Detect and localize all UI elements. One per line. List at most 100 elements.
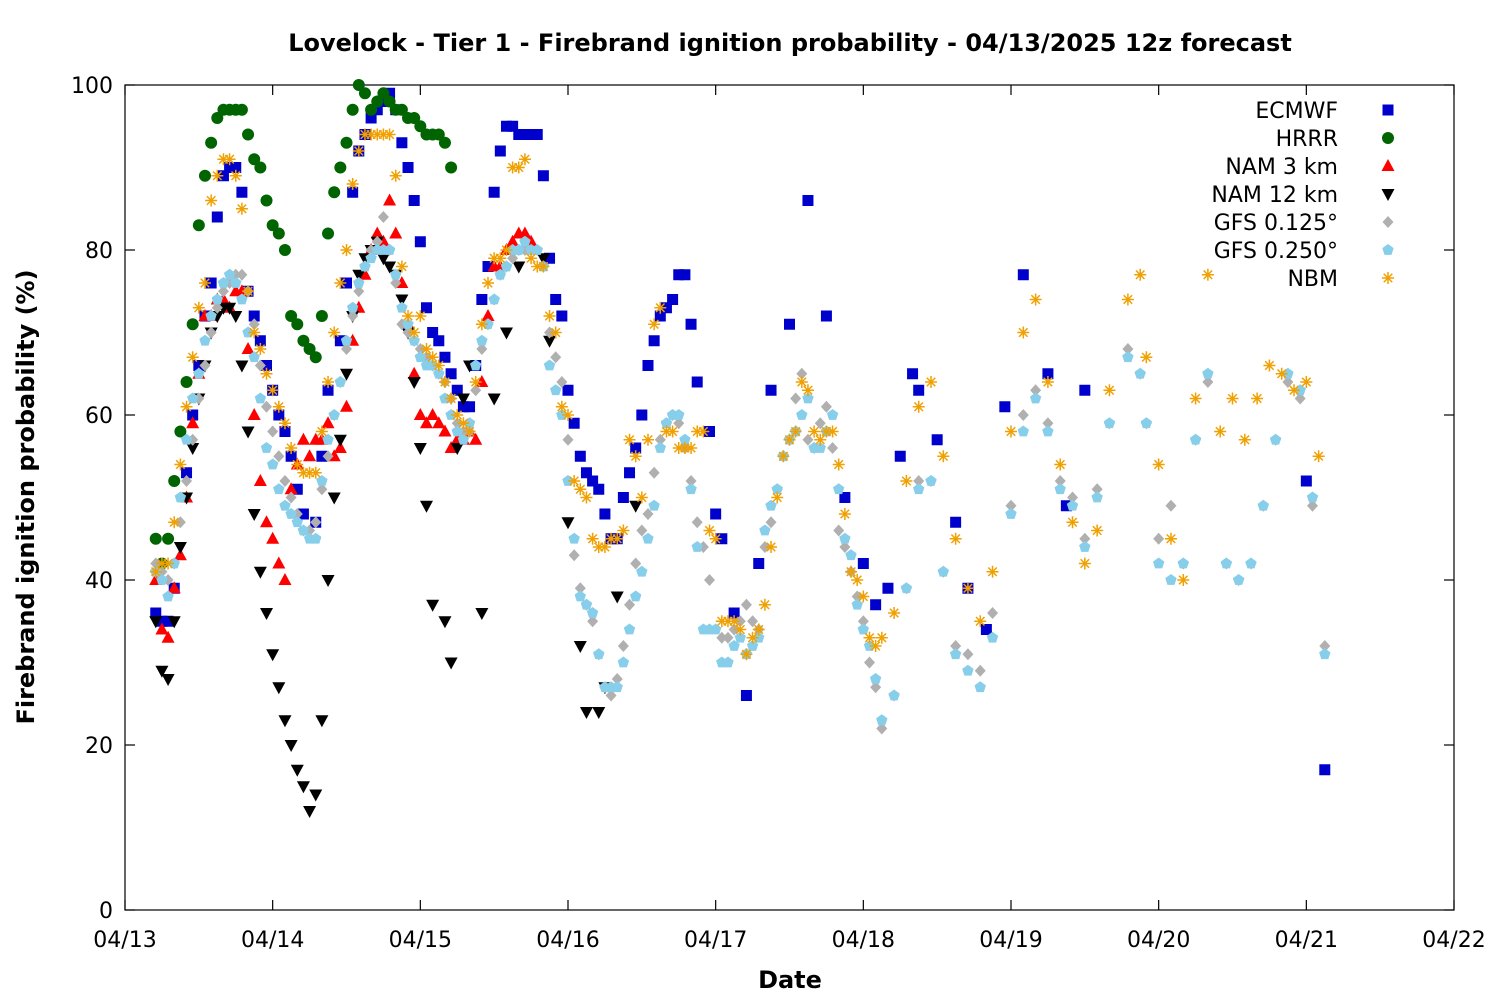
data-point-ecmwf: [1079, 384, 1091, 396]
data-point-nbm: [168, 516, 181, 529]
asterisk-stroke: [280, 418, 290, 429]
data-point-ecmwf: [673, 269, 685, 281]
data-point-gfs-0-250: [833, 483, 845, 495]
data-point-gfs-0-250: [211, 293, 223, 305]
asterisk-stroke: [427, 352, 438, 363]
data-point-nbm: [974, 615, 987, 628]
asterisk-stroke: [901, 476, 912, 486]
data-point-ecmwf: [999, 401, 1011, 413]
data-point-ecmwf: [882, 582, 894, 594]
data-point-gfs-0-125: [611, 673, 623, 685]
data-point-ecmwf: [980, 624, 992, 635]
data-point-gfs-0-125: [605, 689, 617, 702]
asterisk-stroke: [274, 401, 284, 412]
data-point-gfs-0-250: [550, 384, 562, 396]
data-point-gfs-0-250: [888, 689, 900, 701]
data-point-nbm: [242, 285, 255, 298]
data-point-nam-12-km: [173, 542, 187, 554]
data-point-gfs-0-125: [1054, 475, 1066, 487]
x-tick-label: 04/14: [241, 928, 304, 953]
data-point-ecmwf: [273, 409, 285, 421]
series-gfs-0-125: [150, 211, 1331, 735]
data-point-ecmwf: [445, 368, 457, 380]
data-point-gfs-0-250: [728, 640, 740, 651]
data-point-nbm: [857, 590, 870, 603]
y-tick-label: 100: [71, 74, 113, 99]
data-point-hrrr: [174, 425, 187, 438]
data-point-gfs-0-125: [390, 277, 402, 289]
asterisk-stroke: [1276, 368, 1287, 379]
data-point-gfs-0-125: [261, 400, 273, 413]
asterisk-stroke: [550, 327, 561, 338]
data-point-gfs-0-250: [937, 565, 949, 577]
data-point-gfs-0-125: [236, 268, 248, 281]
data-point-nbm: [537, 260, 550, 273]
asterisk-stroke: [618, 525, 629, 536]
asterisk-stroke: [403, 311, 413, 321]
data-point-gfs-0-250: [187, 392, 199, 404]
data-point-nbm: [389, 169, 402, 182]
data-point-nbm: [654, 301, 667, 314]
legend-marker-nbm: [1382, 272, 1394, 284]
data-point-gfs-0-125: [950, 640, 962, 652]
asterisk-stroke: [569, 476, 579, 486]
data-point-nam-3-km: [272, 556, 286, 569]
data-point-gfs-0-125: [673, 417, 685, 430]
data-point-hrrr: [334, 161, 347, 174]
asterisk-stroke: [384, 129, 395, 140]
data-point-hrrr: [408, 112, 421, 124]
asterisk-stroke: [1135, 269, 1145, 280]
asterisk-stroke: [255, 344, 266, 354]
data-point-nam-12-km: [333, 434, 347, 447]
data-point-gfs-0-250: [1319, 648, 1331, 660]
data-point-nbm: [235, 202, 248, 215]
data-point-nbm: [1164, 532, 1177, 545]
data-point-nbm: [888, 607, 901, 619]
data-point-nbm: [623, 433, 636, 446]
asterisk-stroke: [877, 632, 887, 643]
data-point-ecmwf: [568, 417, 580, 429]
data-point-nbm: [562, 409, 574, 421]
data-point-ecmwf: [525, 129, 537, 140]
data-point-ecmwf: [377, 96, 389, 107]
data-point-gfs-0-250: [876, 714, 888, 726]
data-point-gfs-0-250: [408, 334, 420, 346]
legend-label-gfs-0-250: GFS 0.250°: [1214, 239, 1338, 264]
data-point-nam-12-km: [303, 806, 317, 818]
data-point-nam-12-km: [579, 707, 593, 719]
data-point-nbm: [1189, 392, 1202, 405]
data-point-gfs-0-125: [765, 516, 777, 529]
data-point-nbm: [586, 532, 599, 545]
asterisk-stroke: [686, 443, 696, 453]
data-point-gfs-0-125: [1202, 376, 1214, 388]
data-point-nbm: [1312, 450, 1325, 463]
data-point-gfs-0-250: [1079, 541, 1091, 552]
data-point-hrrr: [242, 128, 255, 141]
asterisk-stroke: [514, 162, 524, 173]
data-point-nbm: [863, 631, 876, 644]
asterisk-stroke: [1006, 426, 1016, 437]
asterisk-stroke: [827, 426, 838, 437]
data-point-gfs-0-250: [248, 351, 260, 363]
data-point-gfs-0-125: [722, 631, 734, 644]
data-point-gfs-0-250: [519, 235, 531, 247]
data-point-nbm: [568, 475, 581, 487]
data-point-gfs-0-250: [759, 524, 771, 536]
data-point-ecmwf: [205, 277, 217, 289]
data-point-nbm: [426, 351, 439, 364]
data-point-ecmwf: [285, 450, 297, 462]
data-point-nbm: [1251, 392, 1264, 405]
data-point-gfs-0-125: [371, 235, 383, 248]
data-point-nam-3-km: [432, 416, 446, 429]
data-point-hrrr: [168, 475, 181, 487]
data-point-nbm: [765, 541, 778, 553]
data-point-gfs-0-125: [1319, 640, 1331, 652]
data-point-ecmwf: [550, 294, 562, 305]
data-point-gfs-0-125: [740, 598, 752, 611]
data-point-gfs-0-250: [174, 491, 187, 503]
data-point-gfs-0-250: [710, 623, 722, 635]
data-point-nam-12-km: [161, 674, 175, 686]
data-point-ecmwf: [513, 129, 525, 140]
data-point-gfs-0-125: [1042, 417, 1054, 430]
data-point-gfs-0-250: [630, 590, 642, 602]
